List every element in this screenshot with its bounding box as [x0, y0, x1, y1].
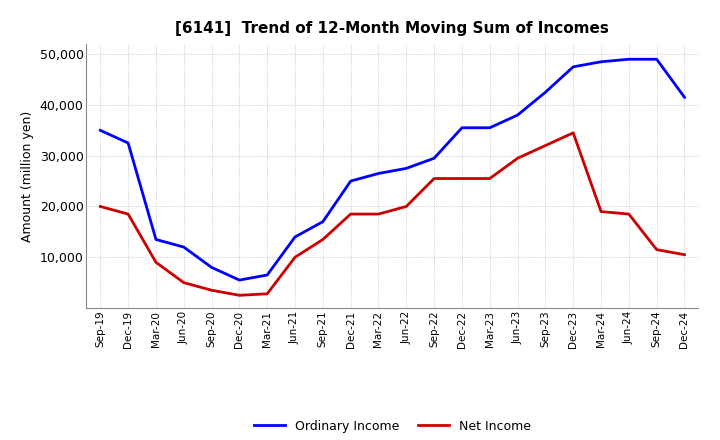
Net Income	[513, 156, 522, 161]
Ordinary Income	[263, 272, 271, 278]
Ordinary Income	[318, 219, 327, 224]
Net Income	[680, 252, 689, 257]
Net Income	[207, 288, 216, 293]
Net Income	[235, 293, 243, 298]
Net Income	[569, 130, 577, 136]
Ordinary Income	[597, 59, 606, 64]
Net Income	[263, 291, 271, 297]
Ordinary Income	[346, 179, 355, 184]
Ordinary Income	[291, 234, 300, 239]
Title: [6141]  Trend of 12-Month Moving Sum of Incomes: [6141] Trend of 12-Month Moving Sum of I…	[176, 21, 609, 36]
Ordinary Income	[680, 95, 689, 100]
Ordinary Income	[402, 166, 410, 171]
Net Income	[652, 247, 661, 252]
Net Income	[541, 143, 550, 148]
Net Income	[597, 209, 606, 214]
Net Income	[346, 212, 355, 217]
Ordinary Income	[485, 125, 494, 130]
Net Income	[318, 237, 327, 242]
Ordinary Income	[235, 278, 243, 283]
Ordinary Income	[179, 245, 188, 250]
Net Income	[179, 280, 188, 285]
Net Income	[291, 255, 300, 260]
Ordinary Income	[624, 57, 633, 62]
Y-axis label: Amount (million yen): Amount (million yen)	[21, 110, 34, 242]
Net Income	[124, 212, 132, 217]
Ordinary Income	[569, 64, 577, 70]
Net Income	[624, 212, 633, 217]
Ordinary Income	[96, 128, 104, 133]
Net Income	[374, 212, 383, 217]
Net Income	[402, 204, 410, 209]
Net Income	[152, 260, 161, 265]
Ordinary Income	[207, 265, 216, 270]
Ordinary Income	[430, 156, 438, 161]
Net Income	[96, 204, 104, 209]
Legend: Ordinary Income, Net Income: Ordinary Income, Net Income	[248, 414, 536, 437]
Ordinary Income	[374, 171, 383, 176]
Ordinary Income	[458, 125, 467, 130]
Ordinary Income	[124, 140, 132, 146]
Net Income	[458, 176, 467, 181]
Line: Ordinary Income: Ordinary Income	[100, 59, 685, 280]
Line: Net Income: Net Income	[100, 133, 685, 295]
Ordinary Income	[652, 57, 661, 62]
Ordinary Income	[541, 90, 550, 95]
Ordinary Income	[513, 113, 522, 118]
Ordinary Income	[152, 237, 161, 242]
Net Income	[430, 176, 438, 181]
Net Income	[485, 176, 494, 181]
